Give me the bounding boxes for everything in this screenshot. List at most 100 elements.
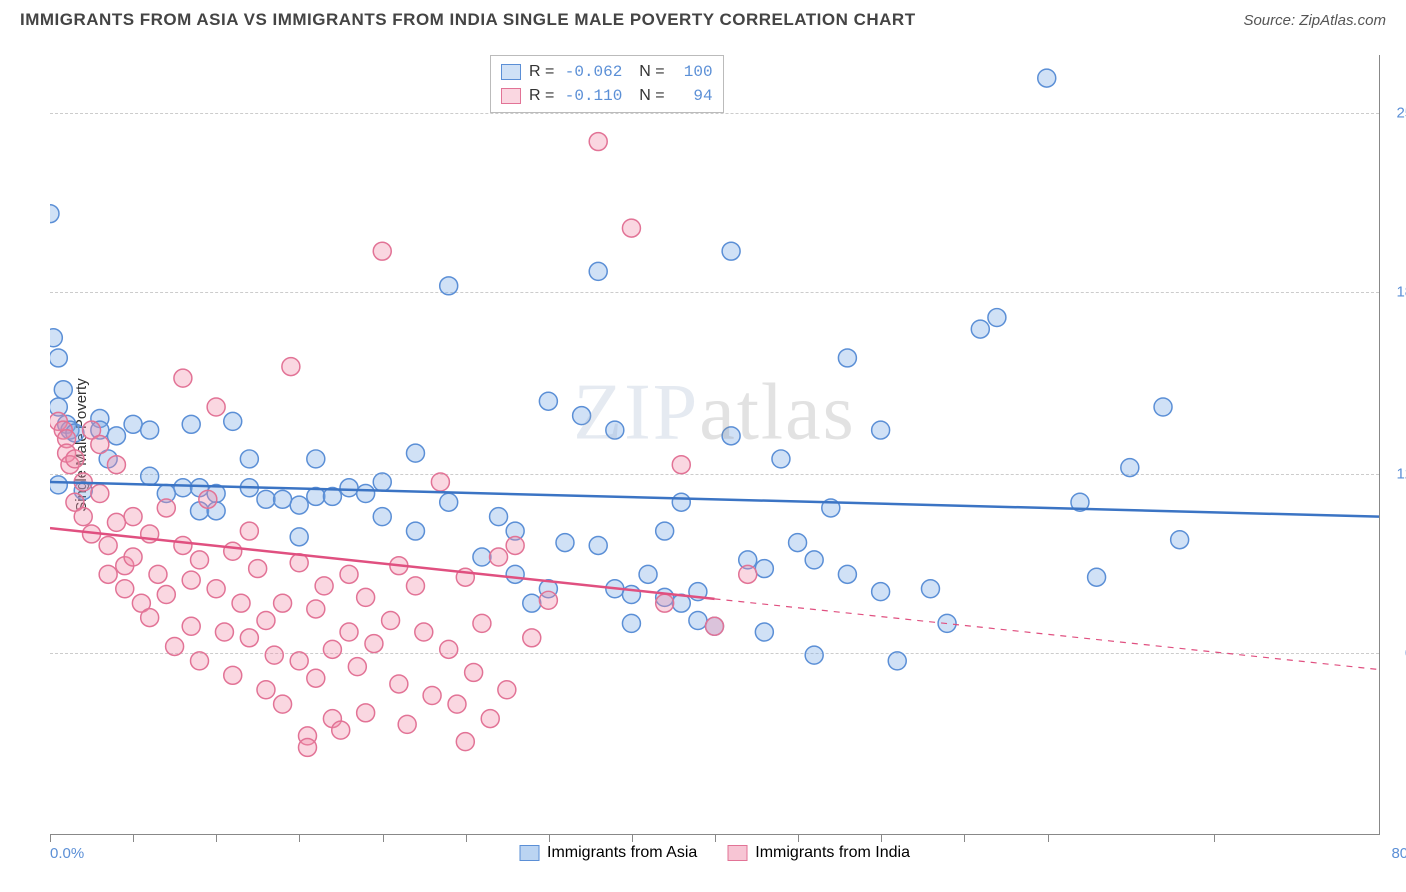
data-point — [240, 522, 258, 540]
data-point — [539, 591, 557, 609]
data-point — [274, 695, 292, 713]
corr-n-label: N = — [630, 87, 664, 105]
data-point — [382, 612, 400, 630]
data-point — [589, 133, 607, 151]
data-point — [573, 407, 591, 425]
data-point — [257, 612, 275, 630]
data-point — [232, 594, 250, 612]
data-point — [639, 565, 657, 583]
data-point — [182, 617, 200, 635]
source-label: Source: ZipAtlas.com — [1243, 12, 1386, 29]
data-point — [805, 646, 823, 664]
data-point — [465, 663, 483, 681]
data-point — [107, 427, 125, 445]
corr-n-label: N = — [630, 63, 664, 81]
data-point — [622, 614, 640, 632]
data-point — [274, 490, 292, 508]
data-point — [689, 612, 707, 630]
data-point — [722, 242, 740, 260]
data-point — [99, 536, 117, 554]
data-point — [182, 571, 200, 589]
data-point — [157, 586, 175, 604]
x-tick — [964, 834, 965, 842]
chart-header: IMMIGRANTS FROM ASIA VS IMMIGRANTS FROM … — [0, 0, 1406, 35]
data-point — [257, 490, 275, 508]
data-point — [348, 658, 366, 676]
data-point — [207, 580, 225, 598]
data-point — [938, 614, 956, 632]
data-point — [672, 493, 690, 511]
legend-label: Immigrants from Asia — [547, 844, 697, 862]
data-point — [606, 421, 624, 439]
data-point — [357, 588, 375, 606]
x-axis-max-label: 80.0% — [1391, 845, 1406, 862]
legend-item: Immigrants from Asia — [519, 844, 697, 862]
data-point — [1171, 531, 1189, 549]
data-point — [431, 473, 449, 491]
data-point — [149, 565, 167, 583]
y-tick-label: 18.8% — [1396, 283, 1406, 300]
data-point — [290, 652, 308, 670]
data-point — [481, 710, 499, 728]
data-point — [332, 721, 350, 739]
corr-r-value: -0.110 — [562, 87, 622, 105]
data-point — [257, 681, 275, 699]
data-point — [423, 687, 441, 705]
data-point — [589, 536, 607, 554]
data-point — [406, 577, 424, 595]
x-tick — [881, 834, 882, 842]
data-point — [240, 450, 258, 468]
x-tick — [798, 834, 799, 842]
data-point — [473, 548, 491, 566]
data-point — [805, 551, 823, 569]
data-point — [124, 508, 142, 526]
data-point — [373, 473, 391, 491]
data-point — [1038, 69, 1056, 87]
data-point — [182, 415, 200, 433]
x-tick — [383, 834, 384, 842]
data-point — [307, 600, 325, 618]
data-point — [207, 398, 225, 416]
trend-line — [50, 482, 1379, 517]
data-point — [772, 450, 790, 468]
data-point — [1088, 568, 1106, 586]
data-point — [124, 548, 142, 566]
data-point — [50, 329, 62, 347]
data-point — [988, 309, 1006, 327]
data-point — [174, 536, 192, 554]
x-tick — [466, 834, 467, 842]
data-point — [50, 205, 59, 223]
data-point — [1121, 459, 1139, 477]
data-point — [498, 681, 516, 699]
data-point — [74, 508, 92, 526]
data-point — [340, 479, 358, 497]
legend-swatch — [501, 64, 521, 80]
data-point — [174, 369, 192, 387]
data-point — [224, 412, 242, 430]
corr-r-value: -0.062 — [562, 63, 622, 81]
data-point — [299, 738, 317, 756]
data-point — [91, 436, 109, 454]
data-point — [340, 565, 358, 583]
trend-line — [50, 528, 715, 599]
data-point — [215, 623, 233, 641]
data-point — [398, 715, 416, 733]
data-point — [838, 565, 856, 583]
data-point — [490, 548, 508, 566]
series-legend: Immigrants from AsiaImmigrants from Indi… — [519, 844, 910, 862]
data-point — [523, 629, 541, 647]
x-tick — [1048, 834, 1049, 842]
corr-r-label: R = — [529, 63, 554, 81]
data-point — [656, 522, 674, 540]
data-point — [373, 508, 391, 526]
data-point — [249, 560, 267, 578]
data-point — [54, 381, 72, 399]
data-point — [141, 421, 159, 439]
data-point — [506, 565, 524, 583]
data-point — [490, 508, 508, 526]
data-point — [373, 242, 391, 260]
data-point — [99, 565, 117, 583]
data-point — [50, 349, 67, 367]
data-point — [323, 640, 341, 658]
data-point — [265, 646, 283, 664]
